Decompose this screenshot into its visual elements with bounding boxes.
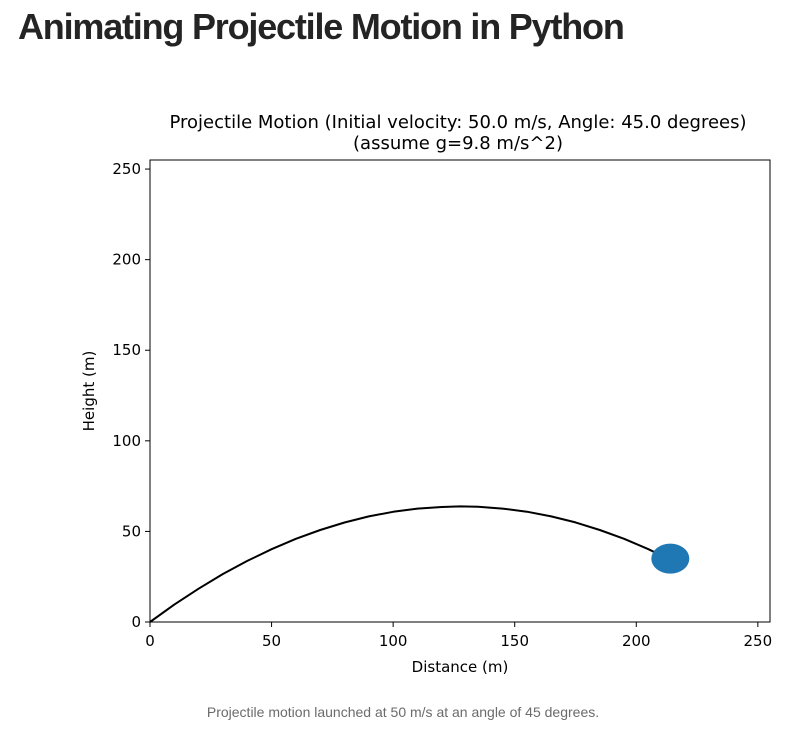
x-tick-label: 50 (262, 632, 281, 650)
x-tick-label: 250 (744, 632, 773, 650)
y-tick-label: 100 (112, 432, 141, 450)
article-title: Animating Projectile Motion in Python (18, 6, 625, 47)
y-tick-label: 250 (112, 160, 141, 178)
x-tick-label: 100 (379, 632, 408, 650)
projectile-marker (651, 543, 690, 574)
x-tick-label: 200 (622, 632, 651, 650)
x-axis-label: Distance (m) (412, 658, 509, 676)
data-layer (149, 505, 690, 623)
y-tick-label: 50 (122, 522, 141, 540)
trajectory-line (149, 505, 666, 623)
chart-subtitle: (assume g=9.8 m/s^2) (353, 133, 563, 154)
plot-frame (149, 159, 771, 623)
x-tick-label: 0 (145, 632, 155, 650)
projectile-chart: Projectile Motion (Initial velocity: 50.… (0, 100, 806, 690)
y-axis-label: Height (m) (80, 351, 98, 432)
x-tick-label: 150 (500, 632, 529, 650)
chart-svg: Projectile Motion (Initial velocity: 50.… (80, 112, 772, 676)
ticks-layer: 0 50 100 150 200 250 0 50 100 150 200 250 (112, 160, 772, 650)
chart-title: Projectile Motion (Initial velocity: 50.… (169, 112, 746, 133)
figure-caption: Projectile motion launched at 50 m/s at … (206, 704, 600, 720)
y-tick-label: 200 (112, 251, 141, 269)
y-tick-label: 150 (112, 341, 141, 359)
y-tick-label: 0 (131, 613, 141, 631)
